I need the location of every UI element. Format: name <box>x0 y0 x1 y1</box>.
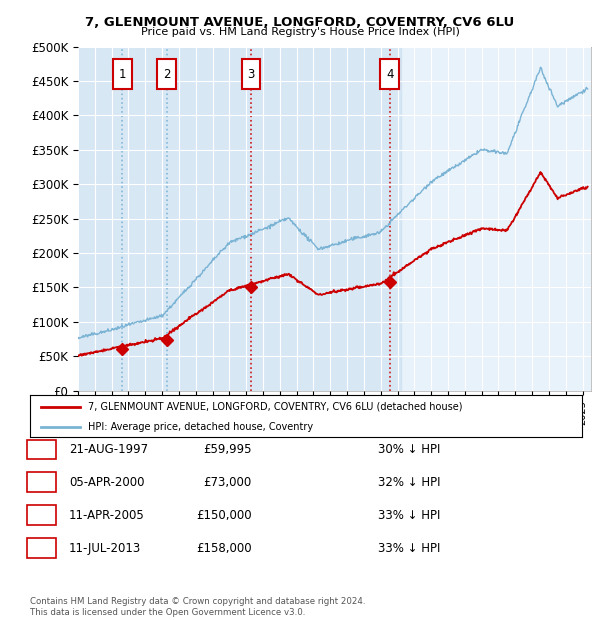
Bar <box>78 46 401 391</box>
Text: £158,000: £158,000 <box>196 542 252 554</box>
Text: 33% ↓ HPI: 33% ↓ HPI <box>378 509 440 521</box>
Text: 7, GLENMOUNT AVENUE, LONGFORD, COVENTRY, CV6 6LU (detached house): 7, GLENMOUNT AVENUE, LONGFORD, COVENTRY,… <box>88 402 463 412</box>
Text: 1: 1 <box>119 68 126 81</box>
Bar <box>157 59 176 89</box>
Text: 30% ↓ HPI: 30% ↓ HPI <box>378 443 440 456</box>
Text: 2: 2 <box>38 476 45 489</box>
Text: 4: 4 <box>386 68 394 81</box>
Bar <box>380 59 399 89</box>
Text: £59,995: £59,995 <box>203 443 252 456</box>
Text: £150,000: £150,000 <box>196 509 252 521</box>
Text: 21-AUG-1997: 21-AUG-1997 <box>69 443 148 456</box>
Text: 33% ↓ HPI: 33% ↓ HPI <box>378 542 440 554</box>
Text: 1: 1 <box>38 443 45 456</box>
Text: HPI: Average price, detached house, Coventry: HPI: Average price, detached house, Cove… <box>88 422 313 432</box>
Text: 11-APR-2005: 11-APR-2005 <box>69 509 145 521</box>
Text: 11-JUL-2013: 11-JUL-2013 <box>69 542 141 554</box>
Text: 7, GLENMOUNT AVENUE, LONGFORD, COVENTRY, CV6 6LU: 7, GLENMOUNT AVENUE, LONGFORD, COVENTRY,… <box>85 16 515 29</box>
Text: 4: 4 <box>38 542 45 554</box>
Text: 05-APR-2000: 05-APR-2000 <box>69 476 145 489</box>
Text: 3: 3 <box>247 68 254 81</box>
Text: Contains HM Land Registry data © Crown copyright and database right 2024.
This d: Contains HM Land Registry data © Crown c… <box>30 598 365 617</box>
Text: 32% ↓ HPI: 32% ↓ HPI <box>378 476 440 489</box>
Text: £73,000: £73,000 <box>204 476 252 489</box>
Text: Price paid vs. HM Land Registry's House Price Index (HPI): Price paid vs. HM Land Registry's House … <box>140 27 460 37</box>
Text: 2: 2 <box>163 68 170 81</box>
Bar <box>242 59 260 89</box>
Bar <box>113 59 131 89</box>
Text: 3: 3 <box>38 509 45 521</box>
